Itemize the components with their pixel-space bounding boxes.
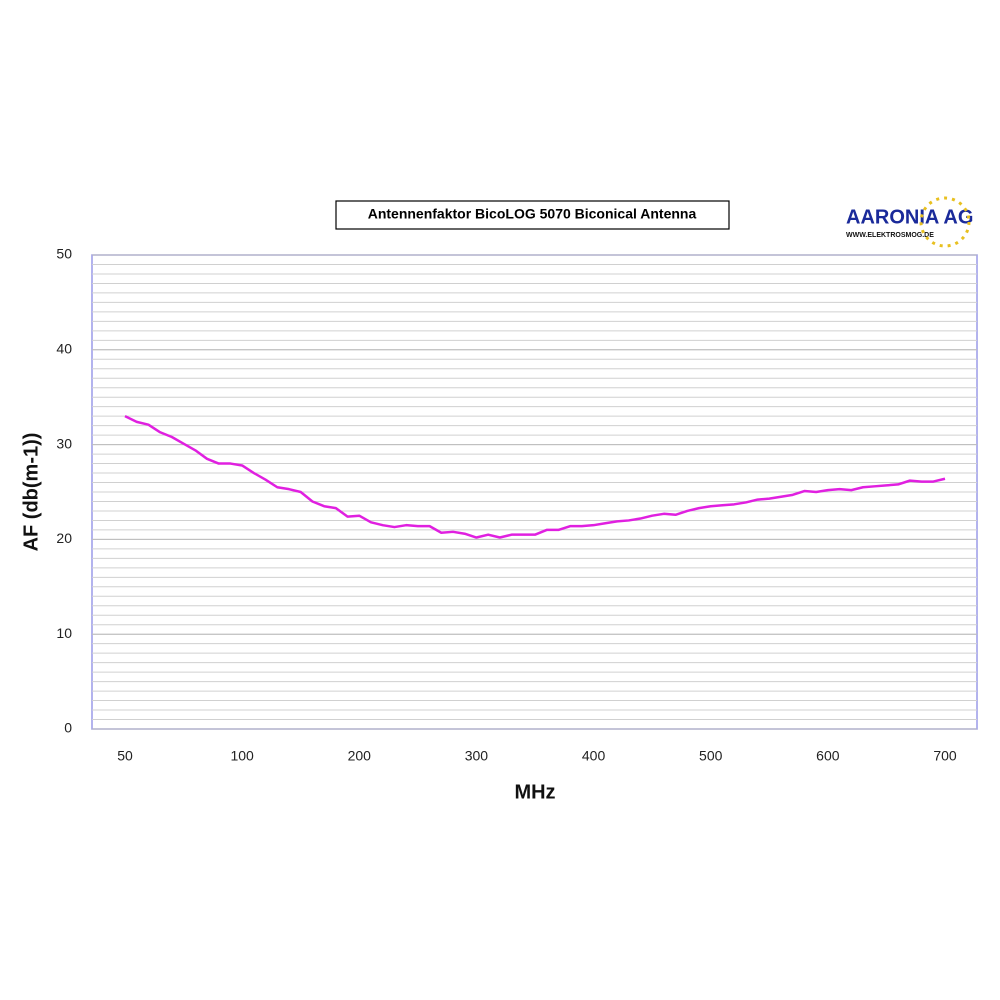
chart-title: Antennenfaktor BicoLOG 5070 Biconical An… [368, 206, 697, 222]
y-tick-label: 10 [56, 625, 72, 641]
line-series [124, 415, 946, 539]
x-tick-label: 500 [699, 748, 723, 764]
x-tick-label: 200 [348, 748, 372, 764]
logo-name: AARONIA AG [846, 206, 973, 228]
logo: AARONIA AG WWW.ELEKTROSMOG.DE [846, 196, 973, 248]
x-axis-label: MHz [514, 781, 555, 803]
x-tick-label: 50 [117, 748, 133, 764]
title-box [335, 200, 730, 230]
x-tick-label: 400 [582, 748, 606, 764]
y-tick-label: 20 [56, 530, 72, 546]
x-tick-label: 100 [230, 748, 254, 764]
x-tick-label: 700 [933, 748, 957, 764]
x-tick-label: 600 [816, 748, 840, 764]
y-tick-label: 50 [56, 246, 72, 262]
logo-url: WWW.ELEKTROSMOG.DE [846, 232, 934, 239]
logo-stars [919, 196, 971, 248]
y-tick-label: 0 [64, 720, 72, 736]
y-tick-label: 40 [56, 341, 72, 357]
y-tick-label: 30 [56, 435, 72, 451]
x-tick-label: 300 [465, 748, 489, 764]
y-axis-label: AF (db(m-1)) [20, 433, 42, 552]
